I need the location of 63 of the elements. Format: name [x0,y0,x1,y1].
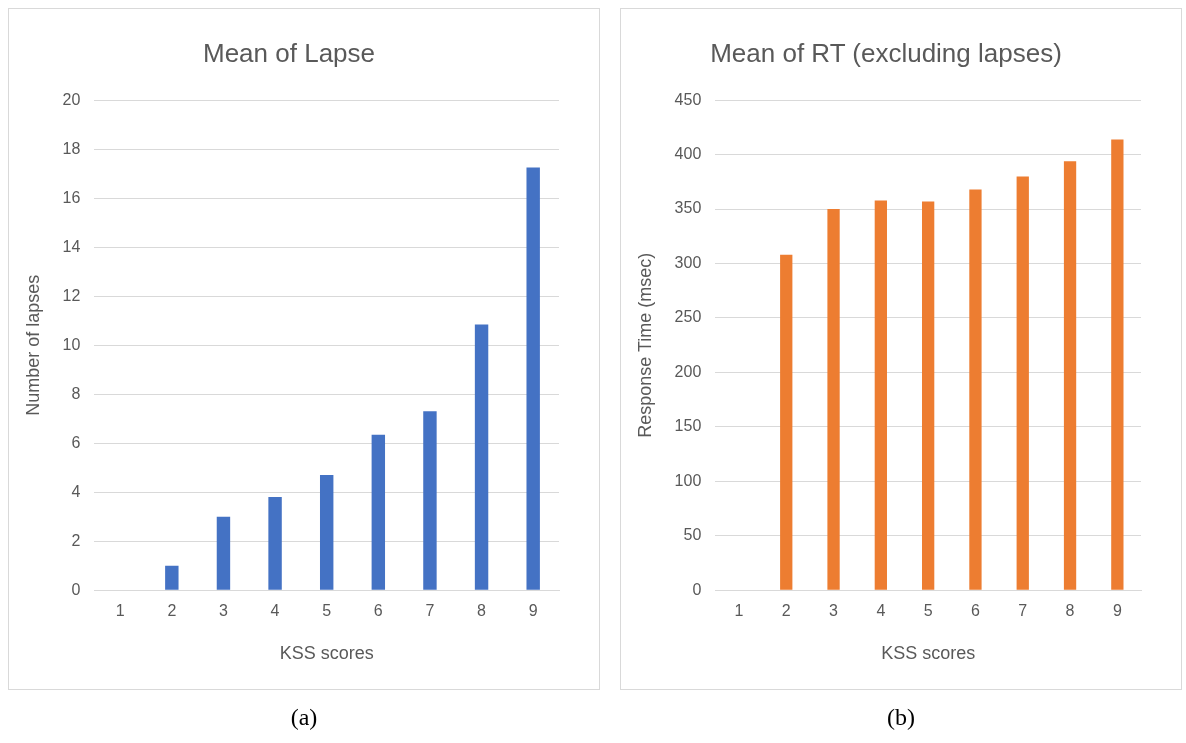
bar [423,411,437,590]
x-tick-label: 4 [270,602,280,620]
bar [216,516,231,590]
bar [526,167,540,590]
y-tick-label: 0 [71,580,81,598]
bar [319,475,334,590]
y-tick-label: 150 [674,417,702,435]
y-tick-label: 100 [674,471,702,489]
bar [1016,176,1029,590]
y-tick-label: 8 [71,384,81,402]
x-tick-label: 3 [829,602,839,620]
y-tick-label: 400 [674,145,702,163]
y-tick-label: 4 [71,482,81,500]
y-tick-label: 50 [683,526,702,544]
y-tick-label: 450 [674,90,702,108]
bar [371,434,386,590]
bar [1063,161,1077,590]
text: (b) [887,704,915,731]
x-tick-label: 2 [167,602,177,620]
y-tick-label: 6 [71,433,81,451]
y-tick-label: 12 [62,286,81,304]
y-tick-label: 18 [62,139,81,157]
y-tick-label: 300 [674,253,702,271]
x-tick-label: 7 [425,602,435,620]
bar [268,497,282,590]
x-tick-label: 2 [781,602,791,620]
y-tick-label: 200 [674,362,702,380]
x-tick-label: 7 [1018,602,1028,620]
y-axis-title: Response Time (msec) [634,252,655,438]
x-tick-label: 5 [322,602,332,620]
bar [165,565,179,590]
y-tick-label: 250 [674,308,702,326]
y-tick-label: 2 [71,531,81,549]
bar [1111,139,1124,590]
y-axis-title: Number of lapses [22,274,43,416]
x-tick-label: 8 [477,602,487,620]
y-tick-label: 0 [692,580,702,598]
chart-title: Mean of Lapse [202,37,376,68]
bar [827,209,840,590]
x-tick-label: 8 [1065,602,1075,620]
x-tick-label: 6 [373,602,383,620]
chart-title: Mean of RT (excluding lapses) [710,37,1062,68]
bar [874,200,887,590]
x-tick-label: 1 [115,602,125,620]
x-tick-label: 6 [971,602,980,620]
bar [922,201,935,590]
x-tick-label: 5 [923,602,933,620]
y-tick-label: 20 [62,90,81,108]
x-axis-title: KSS scores [279,643,374,664]
x-tick-label: 4 [876,602,886,620]
y-tick-label: 16 [62,188,81,206]
x-tick-label: 3 [219,602,228,620]
text: (a) [290,704,318,731]
x-axis-title: KSS scores [881,643,976,664]
x-tick-label: 9 [1112,602,1122,620]
y-tick-label: 14 [62,237,81,255]
x-tick-label: 9 [528,602,538,620]
bar [474,324,489,590]
bar [969,189,982,590]
y-tick-label: 10 [62,335,81,353]
y-tick-label: 350 [674,199,702,217]
x-tick-label: 1 [734,602,744,620]
bar [780,254,793,590]
